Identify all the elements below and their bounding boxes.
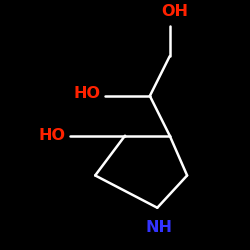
Text: NH: NH bbox=[145, 220, 172, 235]
Text: OH: OH bbox=[161, 4, 188, 19]
Text: HO: HO bbox=[38, 128, 65, 143]
Text: HO: HO bbox=[73, 86, 100, 101]
